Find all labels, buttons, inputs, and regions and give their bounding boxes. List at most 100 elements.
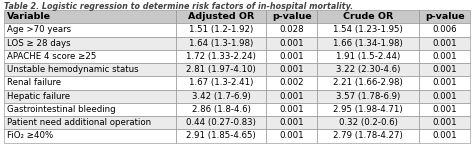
Text: Crude OR: Crude OR [343, 12, 393, 21]
Text: 2.79 (1.78-4.27): 2.79 (1.78-4.27) [333, 131, 403, 140]
Bar [266, 10, 317, 23]
Text: 3.22 (2.30-4.6): 3.22 (2.30-4.6) [336, 65, 401, 74]
Text: 2.95 (1.98-4.71): 2.95 (1.98-4.71) [333, 105, 403, 114]
Text: 2.91 (1.85-4.65): 2.91 (1.85-4.65) [186, 131, 256, 140]
Bar [4, 10, 176, 23]
Text: 1.66 (1.34-1.98): 1.66 (1.34-1.98) [333, 39, 403, 48]
Bar [317, 129, 419, 143]
Bar [317, 63, 419, 76]
Bar [419, 63, 470, 76]
Bar [4, 129, 176, 143]
Bar [317, 10, 419, 23]
Bar [4, 90, 176, 103]
Text: 1.51 (1.2-1.92): 1.51 (1.2-1.92) [189, 25, 253, 34]
Bar [176, 50, 266, 63]
Bar [266, 63, 317, 76]
Bar [266, 129, 317, 143]
Text: APACHE 4 score ≥25: APACHE 4 score ≥25 [7, 52, 96, 61]
Bar [266, 23, 317, 37]
Bar [266, 103, 317, 116]
Bar [317, 103, 419, 116]
Text: 0.001: 0.001 [279, 92, 304, 101]
Text: 1.64 (1.3-1.98): 1.64 (1.3-1.98) [189, 39, 253, 48]
Bar [4, 37, 176, 50]
Text: 0.001: 0.001 [279, 131, 304, 140]
Bar [176, 90, 266, 103]
Bar [419, 23, 470, 37]
Text: 0.32 (0.2-0.6): 0.32 (0.2-0.6) [339, 118, 398, 127]
Text: 0.001: 0.001 [279, 118, 304, 127]
Text: p-value: p-value [272, 12, 311, 21]
Text: 1.67 (1.3-2.41): 1.67 (1.3-2.41) [189, 78, 254, 87]
Bar [317, 37, 419, 50]
Bar [419, 37, 470, 50]
Text: 0.001: 0.001 [432, 39, 457, 48]
Text: 2.21 (1.66-2.98): 2.21 (1.66-2.98) [333, 78, 403, 87]
Bar [176, 129, 266, 143]
Bar [4, 50, 176, 63]
Text: 0.001: 0.001 [279, 65, 304, 74]
Bar [176, 103, 266, 116]
Bar [176, 37, 266, 50]
Bar [4, 116, 176, 129]
Text: 3.57 (1.78-6.9): 3.57 (1.78-6.9) [336, 92, 401, 101]
Bar [419, 116, 470, 129]
Text: 0.001: 0.001 [432, 78, 457, 87]
Bar [317, 76, 419, 90]
Bar [4, 23, 176, 37]
Bar [419, 129, 470, 143]
Text: 1.72 (1.33-2.24): 1.72 (1.33-2.24) [186, 52, 256, 61]
Text: LOS ≥ 28 days: LOS ≥ 28 days [7, 39, 70, 48]
Text: Variable: Variable [7, 12, 51, 21]
Text: 0.001: 0.001 [432, 65, 457, 74]
Text: 1.54 (1.23-1.95): 1.54 (1.23-1.95) [333, 25, 403, 34]
Bar [4, 76, 176, 90]
Bar [419, 10, 470, 23]
Text: 0.006: 0.006 [432, 25, 457, 34]
Bar [4, 103, 176, 116]
Bar [419, 103, 470, 116]
Text: 0.001: 0.001 [432, 105, 457, 114]
Bar [266, 50, 317, 63]
Text: 0.001: 0.001 [279, 52, 304, 61]
Text: Table 2. Logistic regression to determine risk factors of in-hospital mortality.: Table 2. Logistic regression to determin… [4, 2, 353, 11]
Bar [176, 63, 266, 76]
Bar [176, 116, 266, 129]
Text: Age >70 years: Age >70 years [7, 25, 71, 34]
Text: 0.001: 0.001 [279, 39, 304, 48]
Bar [266, 76, 317, 90]
Text: 0.001: 0.001 [432, 52, 457, 61]
Bar [266, 37, 317, 50]
Text: Hepatic failure: Hepatic failure [7, 92, 70, 101]
Text: Unstable hemodynamic status: Unstable hemodynamic status [7, 65, 138, 74]
Bar [419, 76, 470, 90]
Text: 1.91 (1.5-2.44): 1.91 (1.5-2.44) [336, 52, 401, 61]
Text: Patient need additional operation: Patient need additional operation [7, 118, 151, 127]
Bar [266, 116, 317, 129]
Bar [419, 50, 470, 63]
Bar [176, 23, 266, 37]
Text: 0.002: 0.002 [279, 78, 304, 87]
Text: 2.81 (1.97-4.10): 2.81 (1.97-4.10) [186, 65, 256, 74]
Bar [4, 63, 176, 76]
Text: 2.86 (1.8-4.6): 2.86 (1.8-4.6) [192, 105, 251, 114]
Text: 0.001: 0.001 [279, 105, 304, 114]
Bar [176, 10, 266, 23]
Text: 0.44 (0.27-0.83): 0.44 (0.27-0.83) [186, 118, 256, 127]
Bar [419, 90, 470, 103]
Bar [317, 23, 419, 37]
Text: p-value: p-value [425, 12, 465, 21]
Text: Gastrointestinal bleeding: Gastrointestinal bleeding [7, 105, 115, 114]
Text: 3.42 (1.7-6.9): 3.42 (1.7-6.9) [192, 92, 251, 101]
Text: 0.028: 0.028 [279, 25, 304, 34]
Bar [317, 116, 419, 129]
Bar [317, 90, 419, 103]
Text: 0.001: 0.001 [432, 131, 457, 140]
Text: 0.001: 0.001 [432, 92, 457, 101]
Bar [317, 50, 419, 63]
Bar [266, 90, 317, 103]
Bar [176, 76, 266, 90]
Text: 0.001: 0.001 [432, 118, 457, 127]
Text: Renal failure: Renal failure [7, 78, 61, 87]
Text: FiO₂ ≥40%: FiO₂ ≥40% [7, 131, 53, 140]
